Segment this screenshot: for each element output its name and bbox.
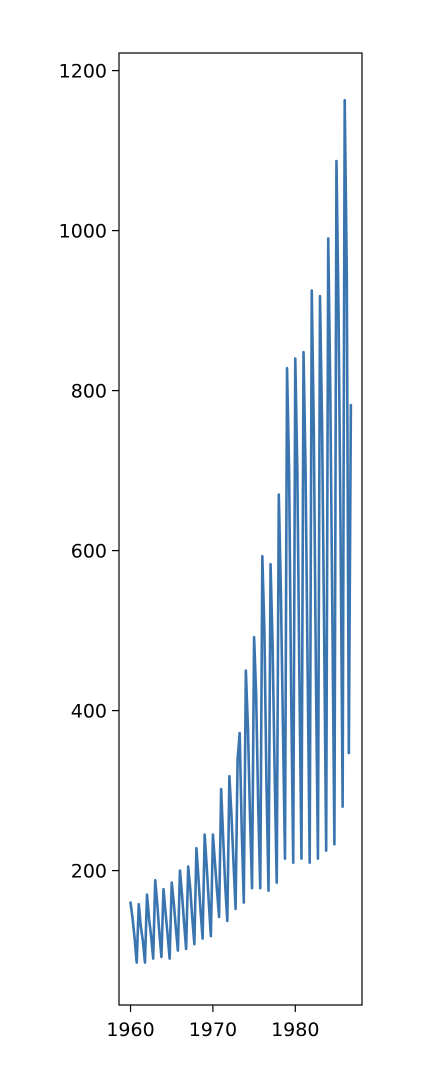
y-tick-label: 1000 — [59, 221, 107, 243]
x-tick-label: 1970 — [189, 1019, 237, 1041]
x-tick-label: 1980 — [271, 1019, 319, 1041]
series-line — [129, 98, 353, 964]
y-tick-label: 600 — [71, 541, 107, 563]
y-axis-ticks: 200 400 600 800 1000 1200 — [59, 61, 119, 883]
y-tick-label: 200 — [71, 861, 107, 883]
plot-frame — [118, 52, 363, 1006]
x-axis-ticks: 1960 1970 1980 — [106, 1005, 319, 1041]
x-tick-label: 1960 — [106, 1019, 154, 1041]
y-tick-label: 1200 — [59, 61, 107, 83]
y-tick-label: 400 — [71, 701, 107, 723]
y-tick-label: 800 — [71, 381, 107, 403]
